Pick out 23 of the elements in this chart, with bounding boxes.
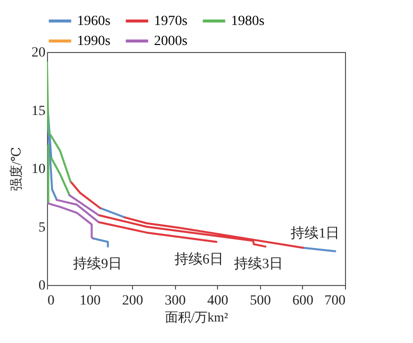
legend-label: 1980s [231, 14, 264, 29]
y-tick-label: 5 [38, 220, 46, 236]
x-tick-label: 600 [292, 294, 314, 308]
y-axis-title: 强度/℃ [8, 146, 24, 192]
x-tick-label: 500 [250, 294, 271, 308]
legend-label: 1990s [77, 34, 110, 49]
annotation: 持续3日 [234, 256, 284, 272]
x-tick-label: 200 [122, 294, 144, 308]
y-tick-label: 10 [32, 162, 46, 177]
annotation: 持续9日 [73, 256, 122, 272]
annotation: 持续1日 [290, 226, 340, 242]
y-tick-label: 0 [38, 278, 46, 294]
x-tick-label: 100 [80, 294, 101, 308]
y-tick-label: 20 [32, 46, 46, 60]
legend-label: 1970s [154, 14, 188, 29]
x-tick-label: 300 [164, 294, 186, 308]
x-axis-title: 面积/万km² [164, 310, 228, 324]
y-tick-label: 15 [32, 104, 46, 119]
x-tick-label: 400 [207, 294, 228, 308]
annotation: 持续6日 [174, 251, 224, 268]
legend-label: 2000s [154, 34, 188, 49]
x-tick-label: 700 [324, 294, 346, 308]
legend-label: 1960s [77, 14, 110, 29]
